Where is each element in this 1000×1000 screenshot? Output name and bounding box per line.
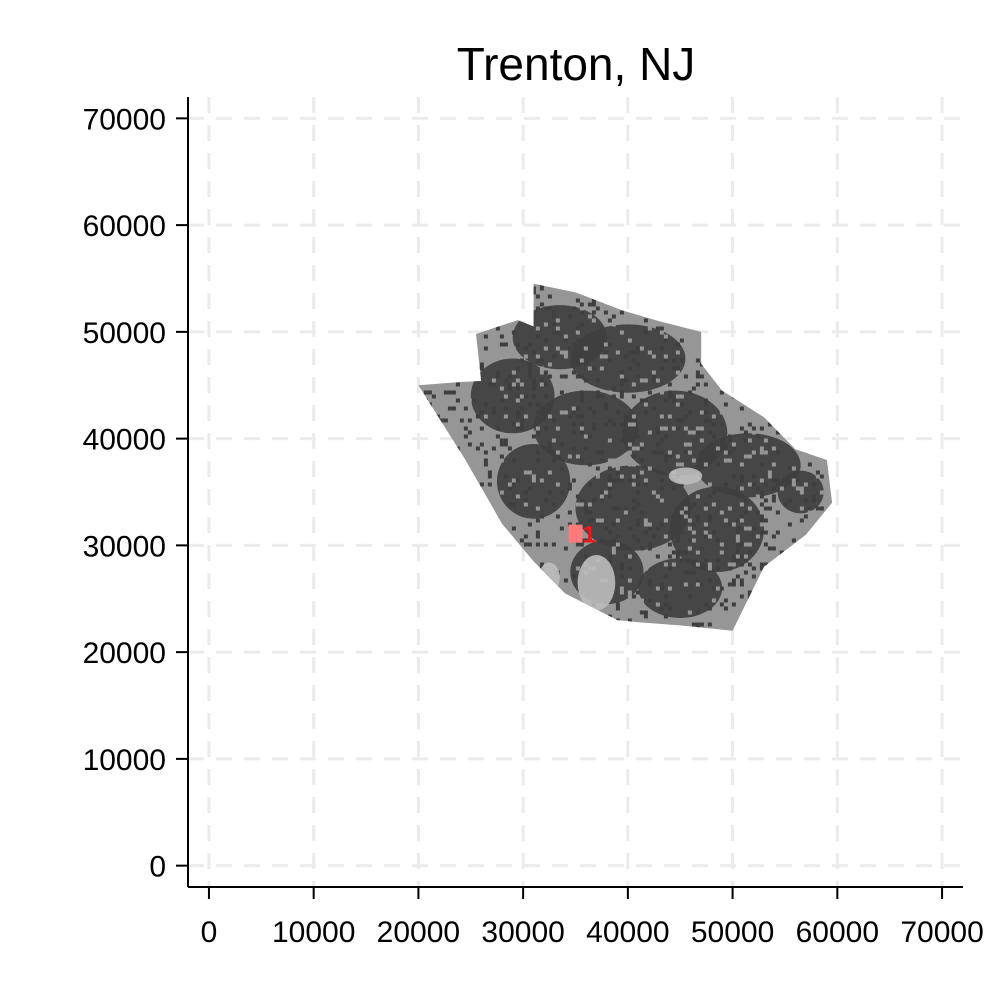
light-zone: [577, 554, 616, 611]
dense-zone: [533, 390, 639, 466]
axes-layer: [187, 97, 963, 888]
y-axis-ticks: 0 10000 20000 30000 40000 50000 60000 70000: [83, 103, 188, 884]
light-zone: [668, 467, 703, 485]
y-tick-label: 40000: [83, 424, 166, 457]
highlight-label: 1: [583, 522, 596, 549]
y-tick-label: 10000: [83, 744, 166, 777]
light-zone: [538, 562, 560, 593]
y-tick-label: 20000: [83, 637, 166, 670]
x-tick-label: 0: [201, 916, 218, 949]
highlight-cell: [568, 524, 583, 543]
y-tick-label: 60000: [83, 210, 166, 243]
map-title: Trenton, NJ: [457, 38, 696, 90]
dense-zone: [570, 324, 686, 393]
x-tick-label: 20000: [377, 916, 460, 949]
dense-zone: [669, 486, 765, 573]
x-tick-label: 50000: [691, 916, 774, 949]
highlight-layer: 1: [568, 522, 596, 549]
x-tick-label: 30000: [481, 916, 564, 949]
x-tick-label: 70000: [900, 916, 983, 949]
region-layer: [418, 283, 833, 631]
y-tick-label: 30000: [83, 530, 166, 563]
y-tick-label: 70000: [83, 103, 166, 136]
dense-zone: [470, 358, 555, 434]
x-axis-ticks: 0 10000 20000 30000 40000 50000 60000 70000: [201, 887, 984, 949]
y-tick-label: 0: [149, 851, 166, 884]
x-tick-label: 60000: [796, 916, 879, 949]
x-tick-label: 40000: [586, 916, 669, 949]
y-tick-label: 50000: [83, 317, 166, 350]
x-tick-label: 10000: [272, 916, 355, 949]
region-texture: [418, 283, 833, 631]
